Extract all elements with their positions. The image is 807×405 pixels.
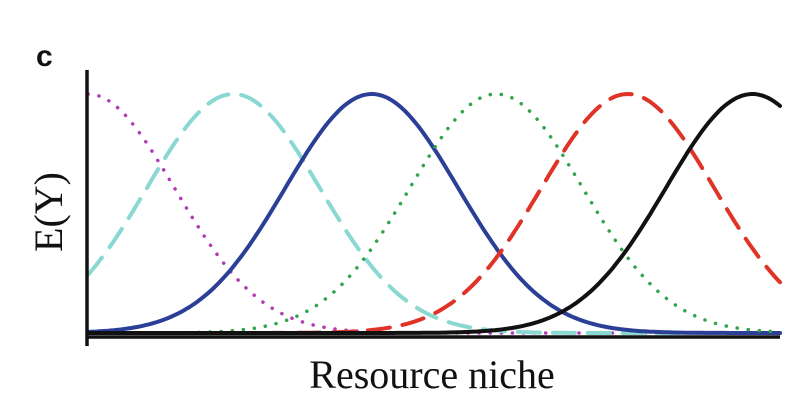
series-group <box>86 91 782 335</box>
panel-label: c <box>36 40 53 73</box>
series-line-3 <box>86 92 782 335</box>
series-line-5 <box>86 91 782 335</box>
series-line-6 <box>86 92 782 335</box>
x-axis-label: Resource niche <box>309 352 554 397</box>
y-axis-label: E(Y) <box>26 172 71 252</box>
